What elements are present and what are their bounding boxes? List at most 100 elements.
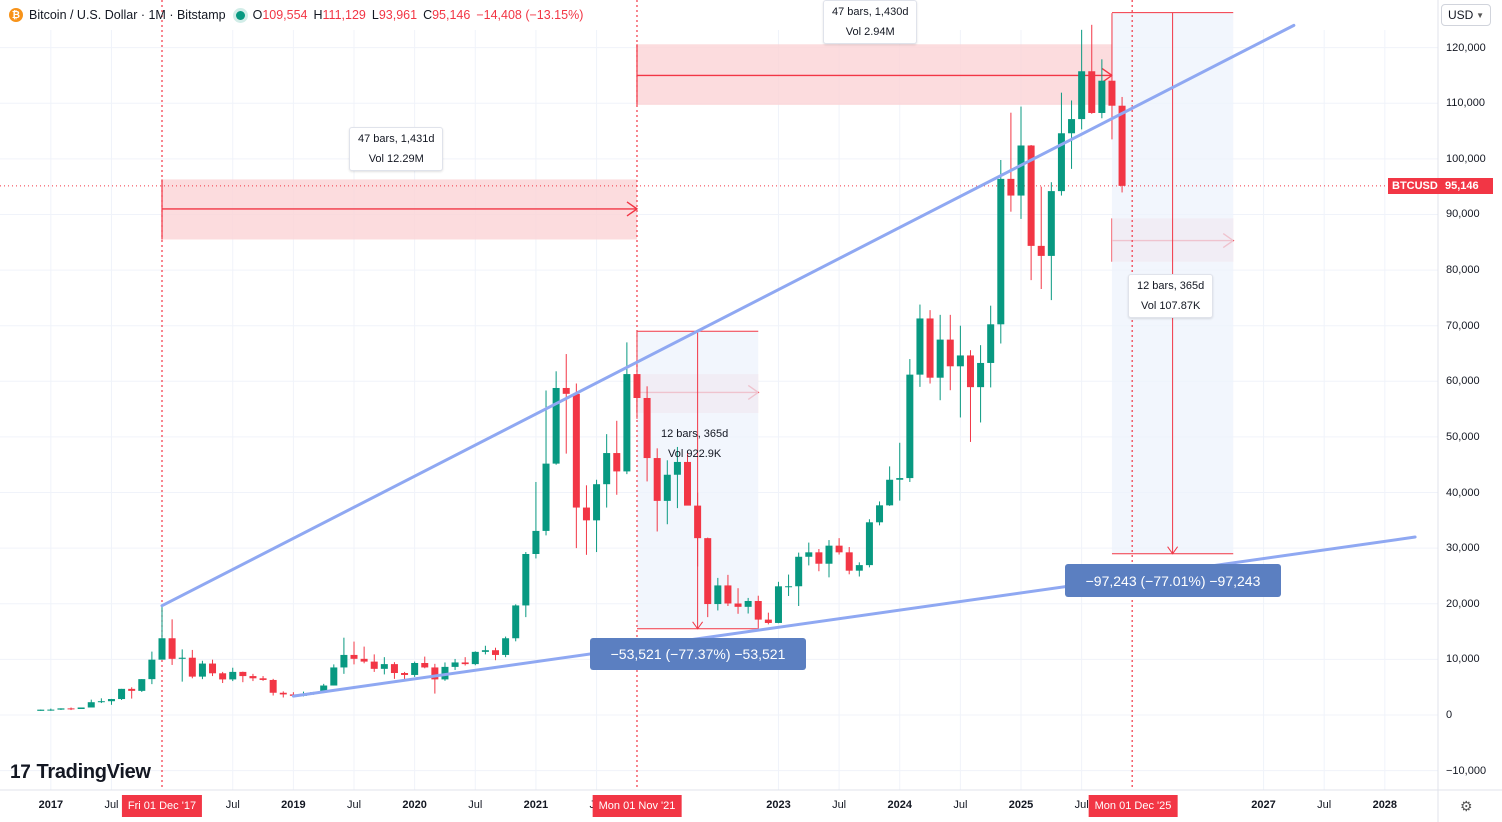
time-axis-tick: Jul — [468, 799, 483, 811]
candle-body-84 — [886, 479, 894, 506]
price-range-label-1[interactable]: −53,521 (−77.37%) −53,521 — [590, 638, 806, 670]
candle-body-38 — [421, 663, 429, 668]
candle-body-28 — [320, 685, 328, 693]
candle-body-90 — [946, 339, 954, 367]
candle-body-76 — [805, 552, 813, 557]
price-axis-tick: 20,000 — [1446, 597, 1480, 610]
time-axis-tick: 2025 — [1008, 799, 1034, 811]
ohlc-open-key: O — [252, 8, 263, 22]
candle-body-55 — [593, 484, 601, 521]
candle-body-95 — [997, 178, 1005, 325]
candle-body-58 — [623, 374, 631, 472]
price-range-label-2[interactable]: −97,243 (−77.01%) −97,243 — [1065, 564, 1281, 597]
date-range-label-2[interactable]: 47 bars, 1,430d Vol 2.94M — [823, 0, 918, 44]
candle-body-37 — [411, 663, 419, 675]
candle-body-107 — [1118, 105, 1126, 186]
symbol-title[interactable]: Bitcoin / U.S. Dollar · 1M · Bitstamp — [29, 8, 226, 22]
date-range-label-4[interactable]: 12 bars, 365d Vol 107.87K — [1128, 274, 1214, 318]
candle-body-104 — [1088, 71, 1096, 113]
time-axis-tick: 2023 — [766, 799, 791, 811]
candle-body-30 — [340, 654, 348, 668]
market-status-icon — [235, 10, 245, 20]
settings-gear-icon[interactable]: ⚙ — [1460, 798, 1473, 814]
candle-body-80 — [845, 552, 853, 571]
time-axis-tick: 2020 — [402, 799, 427, 811]
date-range-volume-1: Vol 12.29M — [368, 153, 424, 165]
tradingview-logo-icon: 17 — [10, 761, 31, 783]
candle-body-70 — [744, 600, 752, 607]
date-range-label-3[interactable]: 12 bars, 365d Vol 922.9K — [653, 423, 736, 465]
price-axis-tick: 120,000 — [1446, 41, 1486, 54]
candle-body-88 — [926, 318, 934, 378]
candle-body-86 — [906, 374, 914, 479]
candle-body-10 — [138, 679, 146, 691]
candle-body-71 — [754, 600, 762, 620]
date-range-bars-2: 47 bars, 1,430d — [832, 6, 909, 18]
candle-body-67 — [714, 585, 722, 605]
candle-body-13 — [168, 638, 176, 659]
chevron-down-icon: ▼ — [1476, 10, 1484, 20]
candle-body-35 — [390, 664, 398, 674]
candle-body-78 — [825, 545, 833, 564]
price-axis-tick: 60,000 — [1446, 375, 1480, 388]
price-range-arrowhead-2 — [1167, 546, 1179, 555]
candle-body-50 — [542, 463, 550, 531]
date-range-label-1[interactable]: 47 bars, 1,431d Vol 12.29M — [349, 127, 444, 171]
ohlc-low-key: L — [371, 8, 379, 22]
candle-body-17 — [209, 663, 217, 674]
candle-body-6 — [97, 701, 105, 703]
candle-body-79 — [835, 545, 843, 553]
tradingview-logo-text: TradingView — [36, 761, 151, 783]
price-axis-tick: 80,000 — [1446, 264, 1480, 277]
candle-body-74 — [785, 586, 793, 588]
candle-body-7 — [107, 699, 115, 702]
price-axis-tick: 100,000 — [1446, 152, 1486, 165]
candle-body-4 — [77, 707, 85, 709]
candle-body-16 — [198, 663, 206, 677]
date-range-bars-3: 12 bars, 365d — [661, 428, 729, 440]
candle-body-68 — [724, 585, 732, 604]
candle-body-32 — [360, 658, 368, 662]
time-axis-tick: Jul — [104, 799, 119, 811]
candle-body-5 — [87, 702, 95, 708]
price-axis-tick: −10,000 — [1446, 764, 1487, 777]
date-range-bars-1: 47 bars, 1,431d — [358, 133, 435, 145]
time-axis-tick: 2028 — [1372, 799, 1398, 811]
candle-body-54 — [582, 507, 590, 521]
ohlc-change: −14,408 (−13.15%) — [476, 8, 584, 22]
price-range-arrowhead-1 — [692, 621, 704, 630]
candle-body-66 — [704, 538, 712, 605]
currency-selector[interactable]: USD ▼ — [1441, 4, 1491, 26]
candle-body-62 — [663, 474, 671, 501]
candle-body-51 — [552, 387, 560, 464]
time-axis-tick: Jul — [832, 799, 847, 811]
candle-body-63 — [673, 461, 681, 475]
candle-body-12 — [158, 638, 166, 660]
price-axis-tick: 110,000 — [1446, 97, 1485, 110]
candle-body-49 — [532, 530, 540, 554]
candle-body-102 — [1068, 119, 1076, 134]
candle-body-72 — [764, 619, 772, 623]
candle-body-45 — [491, 650, 499, 655]
ohlc-low-value: 93,961 — [378, 8, 418, 22]
time-axis-tick: 2027 — [1251, 799, 1276, 811]
time-axis-tick: Jul — [346, 799, 362, 811]
symbol-price-tag: BTCUSD — [1388, 178, 1442, 194]
tradingview-logo[interactable]: 17 TradingView — [10, 761, 151, 784]
time-axis-tick: Jul — [225, 799, 240, 811]
candle-body-44 — [481, 650, 489, 652]
candle-body-20 — [239, 671, 247, 677]
price-axis-tick: 50,000 — [1446, 430, 1480, 443]
candle-body-98 — [1027, 145, 1035, 246]
bitcoin-icon: ₿ — [9, 8, 23, 22]
candle-body-42 — [461, 662, 469, 665]
ohlc-close-value: 95,146 — [432, 8, 471, 22]
candle-body-24 — [279, 692, 287, 695]
time-axis-tick: 2021 — [523, 799, 549, 811]
price-axis-tick: 30,000 — [1446, 542, 1480, 555]
candle-body-59 — [633, 374, 641, 398]
date-range-band-2 — [636, 44, 1112, 105]
candle-body-33 — [370, 661, 378, 669]
candle-body-47 — [512, 605, 520, 639]
